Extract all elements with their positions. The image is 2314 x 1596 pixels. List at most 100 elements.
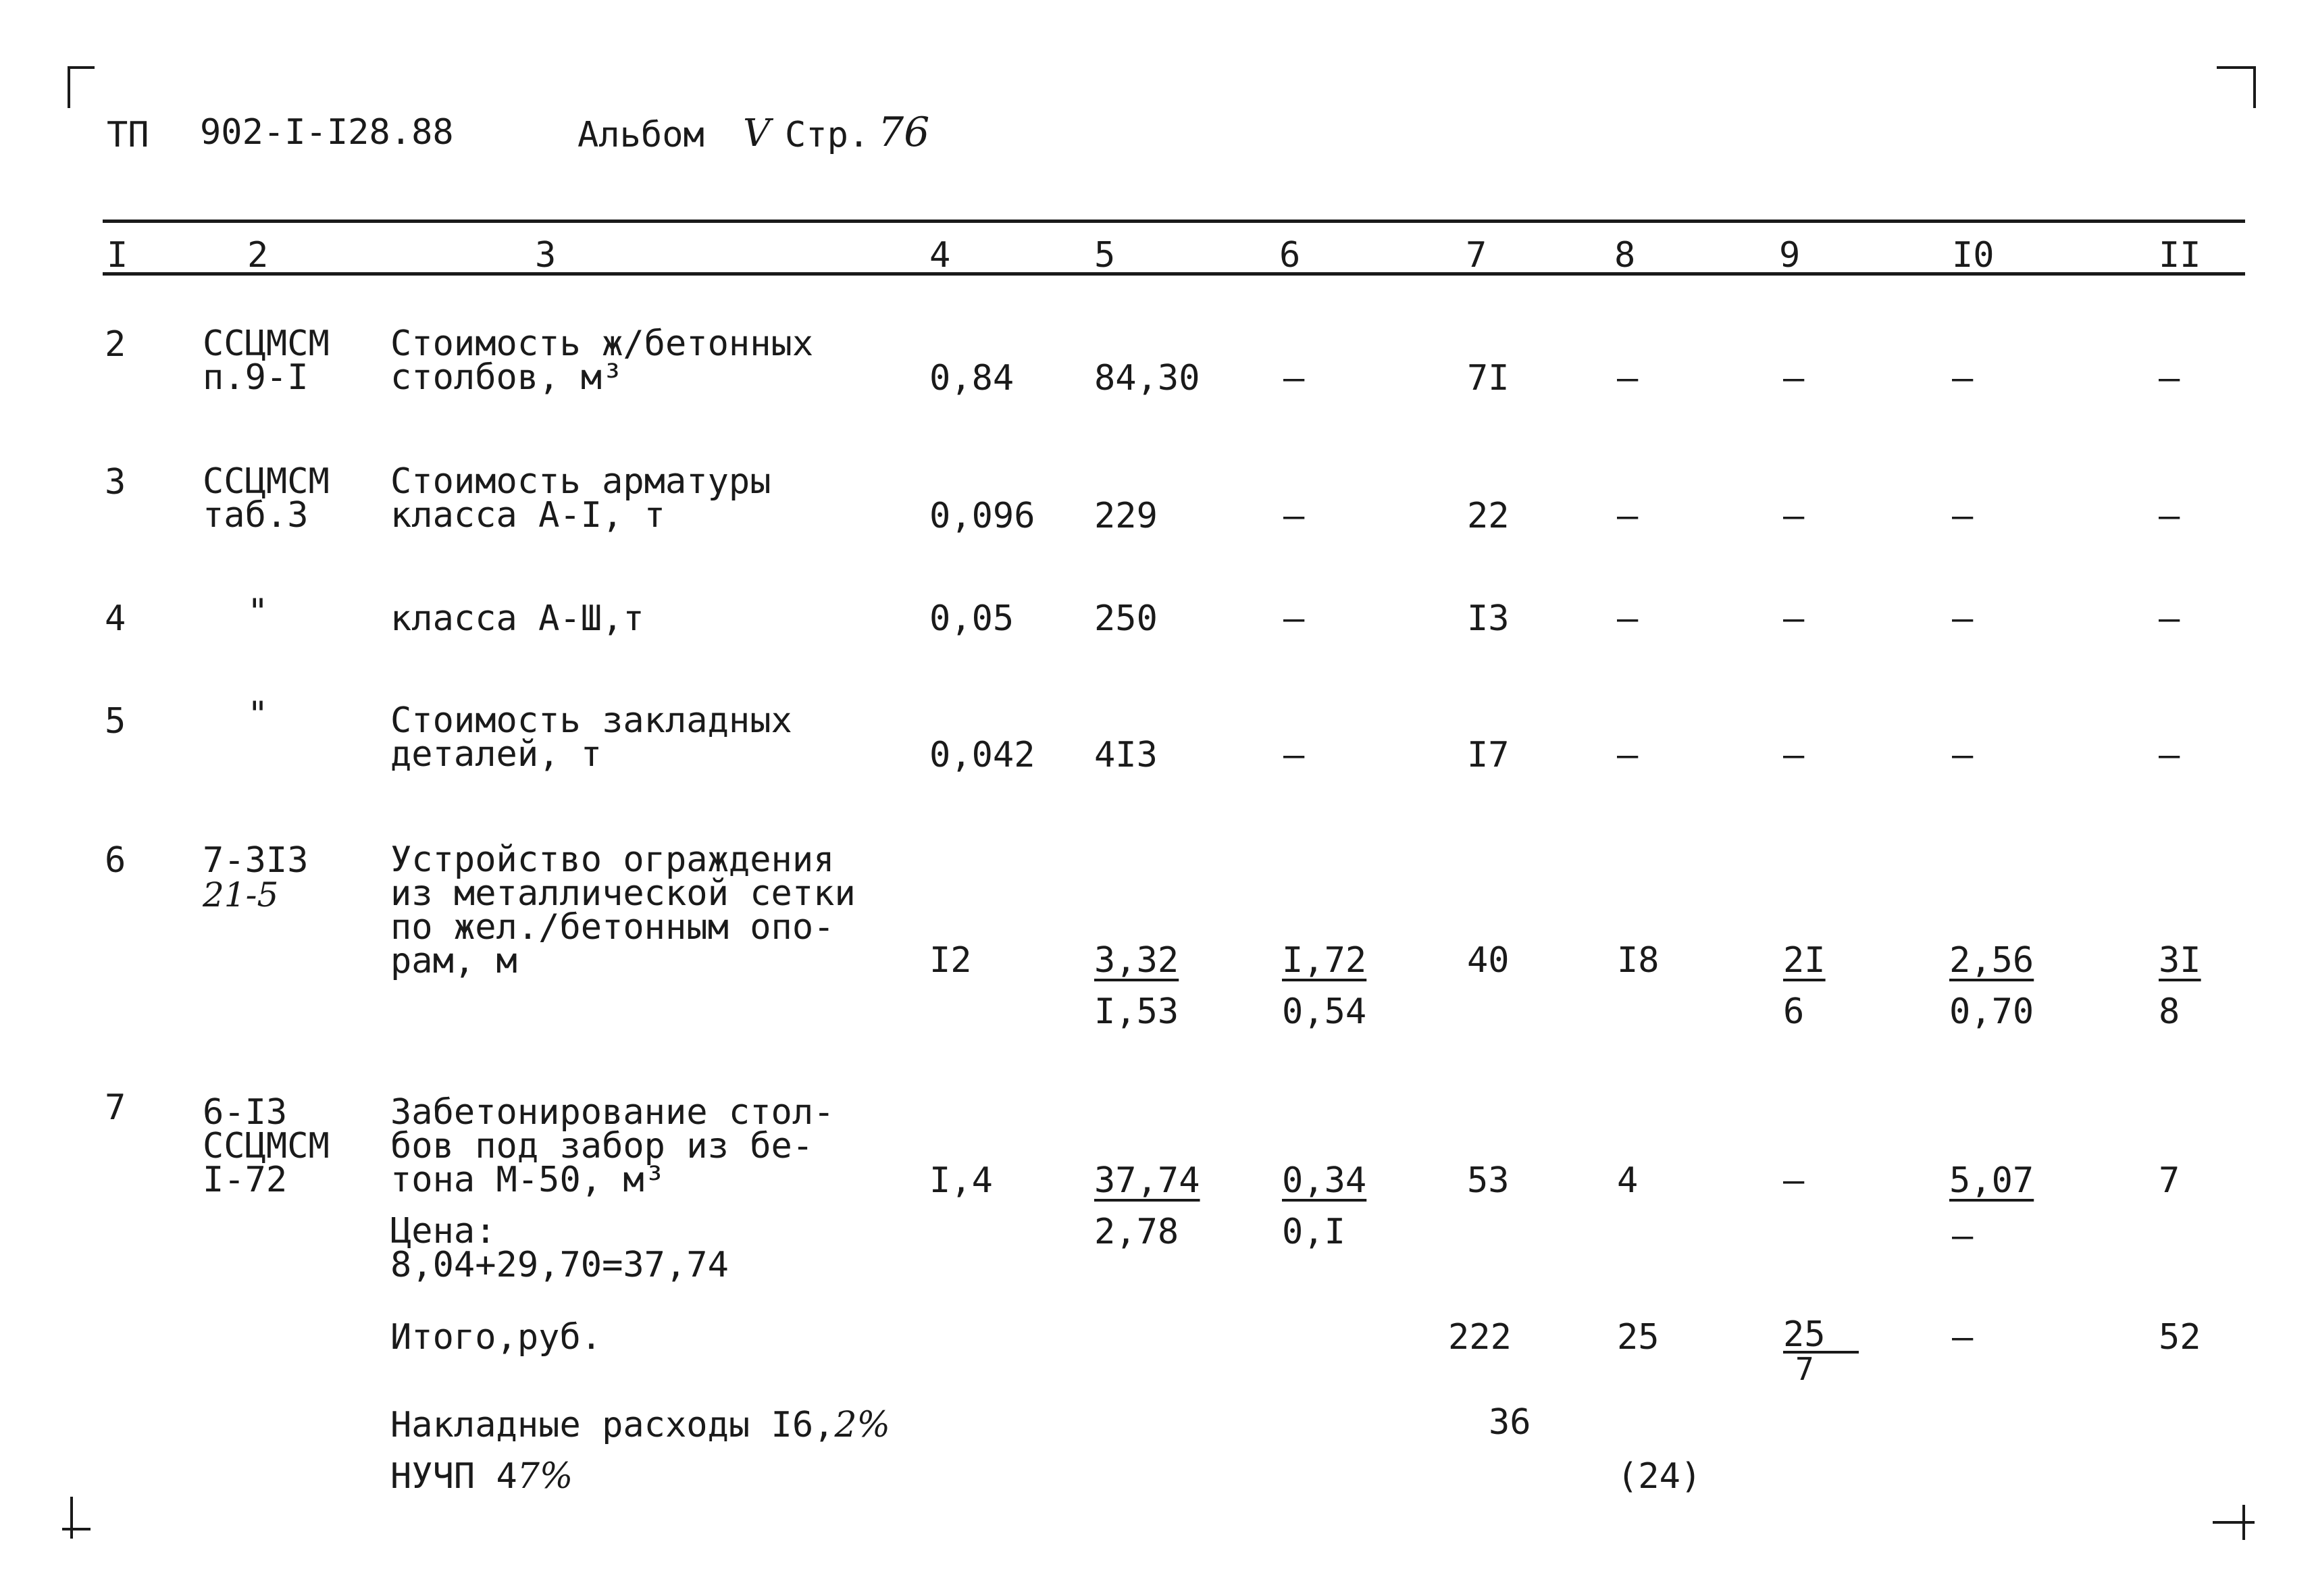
row-col10: – (1952, 598, 1974, 639)
column-header: 6 (1279, 235, 1301, 276)
row-col10: – (1952, 735, 1974, 775)
row-quantity: I,4 (929, 1160, 993, 1201)
row-total: I7 (1467, 735, 1510, 775)
row-col6: – (1283, 598, 1305, 639)
row-col11-sub: 8 (2159, 992, 2180, 1032)
row-total: 7I (1467, 358, 1510, 398)
row-col9: – (1783, 735, 1805, 775)
totals-col9-fraction-bar (1783, 1351, 1859, 1354)
row-col6-sub: 0,I (1282, 1212, 1345, 1252)
row-col8: I8 (1617, 940, 1660, 981)
profit-value: (24) (1617, 1456, 1702, 1497)
row-col10: – (1952, 358, 1974, 398)
row-description: класса А-Ш,т (390, 598, 644, 639)
album-number: V (743, 111, 771, 155)
column-header: I (107, 235, 128, 276)
row-col11: – (2159, 598, 2180, 639)
column-header: 5 (1094, 235, 1116, 276)
page-label: Стр. (785, 115, 870, 155)
totals-col11: 52 (2159, 1317, 2201, 1358)
row-quantity: 0,042 (929, 735, 1035, 775)
row-description: Стоимость ж/бетонных столбов, м³ (390, 324, 814, 398)
row-total: 53 (1467, 1160, 1510, 1201)
table-top-rule (103, 220, 2245, 223)
row-price: 250 (1094, 598, 1158, 639)
row-price: 229 (1094, 496, 1158, 536)
row-description-price-note: Цена: 8,04+29,70=37,74 (390, 1211, 729, 1285)
row-col10: 2,56 (1949, 940, 2034, 981)
column-header-rule (103, 272, 2245, 276)
row-col6-sub: 0,54 (1282, 992, 1367, 1032)
overhead-value: 36 (1489, 1402, 1531, 1443)
row-number: 3 (105, 462, 126, 503)
row-col10: – (1952, 496, 1974, 536)
series-label: ТП (107, 115, 149, 155)
row-col10-sub: 0,70 (1949, 992, 2034, 1032)
corner-mark-top-left-bar (68, 66, 95, 69)
corner-mark-top-left (68, 66, 70, 108)
row-col8: – (1617, 735, 1639, 775)
row-col8: – (1617, 496, 1639, 536)
row-col10: 5,07 (1949, 1160, 2034, 1201)
row-col10-sub: – (1952, 1216, 1974, 1256)
row-col11: – (2159, 358, 2180, 398)
row-col6: I,72 (1282, 940, 1367, 981)
page-number: 76 (878, 109, 930, 156)
row-price: 37,74 (1094, 1160, 1200, 1201)
totals-col9-sub: 7 (1795, 1351, 1814, 1387)
column-header: 3 (535, 235, 557, 276)
column-header: 7 (1466, 235, 1487, 276)
row-col11: 3I (2159, 940, 2201, 981)
column-header: II (2159, 235, 2201, 276)
row-col9: – (1783, 598, 1805, 639)
corner-mark-top-right-bar (2217, 66, 2256, 69)
row-quantity: 0,84 (929, 358, 1014, 398)
totals-col9: 25 (1783, 1314, 1826, 1355)
overhead-label: Накладные расходы I6,2% (390, 1405, 890, 1445)
row-description: Стоимость арматуры класса А-I, т (390, 461, 771, 536)
row-description: Устройство ограждения из металлической се… (390, 840, 856, 981)
row-col8: – (1617, 358, 1639, 398)
row-number: 4 (105, 598, 126, 639)
totals-col10: – (1952, 1317, 1974, 1358)
row-col8: 4 (1617, 1160, 1639, 1201)
row-col11: – (2159, 496, 2180, 536)
row-total: 40 (1467, 940, 1510, 981)
row-price: 3,32 (1094, 940, 1179, 981)
row-number: 6 (105, 840, 126, 881)
row-col9: – (1783, 358, 1805, 398)
row-quantity: 0,05 (929, 598, 1014, 639)
row-col9-sub: 6 (1783, 992, 1805, 1032)
row-col11: 7 (2159, 1160, 2180, 1201)
row-price: 84,30 (1094, 358, 1200, 398)
row-code: ССЦМСМ таб.3 (203, 461, 330, 536)
row-price-sub: I,53 (1094, 992, 1179, 1032)
row-code-handwritten: 21-5 (203, 875, 279, 915)
row-total: I3 (1467, 598, 1510, 639)
row-description: Стоимость закладных деталей, т (390, 700, 792, 775)
album-label: Альбом (577, 115, 704, 155)
corner-mark-bottom-left (70, 1497, 73, 1539)
row-price-sub: 2,78 (1094, 1212, 1179, 1252)
row-col8: – (1617, 598, 1639, 639)
row-total: 22 (1467, 496, 1510, 536)
row-code-ditto: " (247, 694, 269, 735)
corner-mark-bottom-right-bar (2213, 1521, 2255, 1524)
row-col9: – (1783, 496, 1805, 536)
row-col6: 0,34 (1282, 1160, 1367, 1201)
row-quantity: 0,096 (929, 496, 1035, 536)
column-header: 9 (1779, 235, 1801, 276)
row-number: 5 (105, 701, 126, 742)
totals-total: 222 (1448, 1317, 1512, 1358)
column-header: 8 (1614, 235, 1636, 276)
row-code-ditto: " (247, 592, 269, 632)
row-col6: – (1283, 735, 1305, 775)
row-price: 4I3 (1094, 735, 1158, 775)
row-code: 6-I3 ССЦМСМ I-72 (203, 1092, 330, 1200)
row-col11: – (2159, 735, 2180, 775)
totals-label: Итого,руб. (390, 1317, 602, 1358)
row-number: 7 (105, 1087, 126, 1128)
row-col6: – (1283, 358, 1305, 398)
project-code: 902-I-I28.88 (200, 112, 454, 153)
row-description: Забетонирование стол-бов под забор из бе… (390, 1092, 835, 1200)
